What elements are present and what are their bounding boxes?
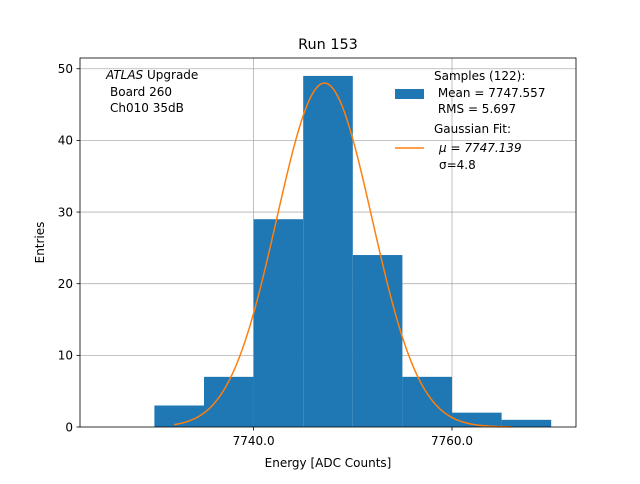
histogram-bars bbox=[154, 75, 552, 427]
y-tick-label: 0 bbox=[65, 420, 73, 434]
legend-samples-label-2: Mean = 7747.557 bbox=[434, 86, 545, 100]
histogram-bar bbox=[154, 405, 204, 427]
histogram-bar bbox=[253, 219, 304, 427]
annotation-line-1: ATLAS Upgrade bbox=[105, 68, 198, 82]
x-axis: 7740.0 7760.0 bbox=[233, 427, 473, 448]
chart-title: Run 153 bbox=[298, 37, 358, 53]
y-tick-label: 10 bbox=[58, 349, 73, 363]
gaussian-fit-curve bbox=[174, 82, 512, 428]
legend-samples-label-1: Samples (122): bbox=[434, 69, 525, 83]
legend-fit-label-2: μ = 7747.139 bbox=[438, 141, 522, 155]
annotation-line-2: Board 260 bbox=[110, 85, 172, 99]
legend-samples-label-3: RMS = 5.697 bbox=[434, 102, 516, 116]
y-axis-label: Entries bbox=[33, 222, 47, 264]
annotation-atlas-word: ATLAS bbox=[105, 68, 144, 82]
x-tick-label: 7740.0 bbox=[233, 434, 275, 448]
histogram-bar bbox=[501, 419, 552, 427]
legend-fit-label-1: Gaussian Fit: bbox=[434, 122, 511, 136]
histogram-bar bbox=[352, 255, 403, 427]
y-tick-label: 30 bbox=[58, 205, 73, 219]
histogram-bar bbox=[452, 412, 502, 427]
histogram-bar bbox=[402, 376, 452, 427]
annotation-line-3: Ch010 35dB bbox=[110, 101, 184, 115]
legend-fit-label-3: σ=4.8 bbox=[439, 158, 476, 172]
plot-frame bbox=[79, 57, 577, 428]
histogram-bar bbox=[303, 75, 353, 427]
y-axis: 0 10 20 30 40 50 bbox=[58, 62, 80, 434]
annotation-upgrade-word: Upgrade bbox=[143, 68, 198, 82]
x-axis-label: Energy [ADC Counts] bbox=[265, 456, 392, 470]
atlas-annotation: ATLAS Upgrade Board 260 Ch010 35dB bbox=[105, 68, 198, 115]
legend: Samples (122): Mean = 7747.557 RMS = 5.6… bbox=[395, 69, 545, 172]
histogram-bar bbox=[204, 376, 254, 427]
legend-samples-swatch bbox=[395, 89, 424, 99]
y-tick-label: 50 bbox=[58, 62, 73, 76]
y-tick-label: 40 bbox=[58, 134, 73, 148]
y-tick-label: 20 bbox=[58, 277, 73, 291]
x-tick-label: 7760.0 bbox=[431, 434, 473, 448]
